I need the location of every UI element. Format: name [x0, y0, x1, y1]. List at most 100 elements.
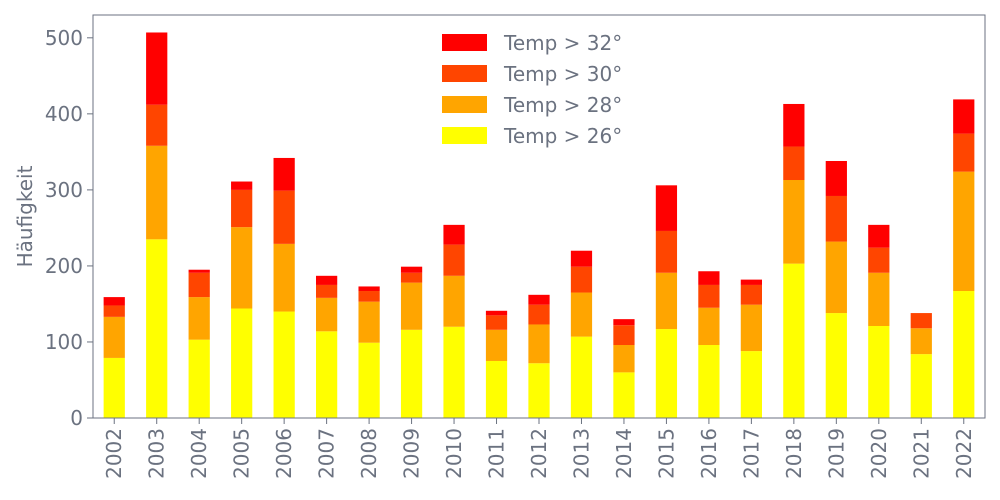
bar-segment-2013-s0: [570, 336, 593, 418]
bar-segment-2014-s2: [613, 325, 635, 346]
bar-segment-2022-s2: [953, 133, 975, 172]
bar-segment-2015-s0: [655, 329, 678, 418]
bar-segment-2010-s1: [443, 275, 465, 327]
bar-segment-2003-s0: [146, 239, 168, 418]
bar-segment-2013-s3: [570, 250, 593, 267]
bar-segment-2007-s3: [316, 275, 338, 285]
x-tick-label: 2002: [102, 428, 126, 479]
bar-segment-2020-s1: [868, 272, 890, 326]
bar-segment-2021-s2: [910, 313, 932, 329]
bar-segment-2010-s3: [443, 224, 465, 245]
legend-label: Temp > 30°: [503, 62, 622, 86]
bar-segment-2002-s2: [103, 305, 125, 317]
bar-segment-2018-s3: [783, 103, 805, 147]
bar-segment-2019-s1: [825, 241, 847, 314]
bar-segment-2009-s1: [400, 282, 423, 330]
bar-segment-2005-s3: [231, 181, 253, 190]
y-tick-label: 500: [45, 26, 83, 50]
bar-segment-2007-s0: [316, 331, 338, 418]
x-tick-label: 2019: [824, 428, 848, 479]
bar-segment-2022-s0: [953, 291, 975, 418]
bar-segment-2012-s1: [528, 324, 550, 364]
bar-segment-2016-s1: [698, 307, 720, 346]
x-tick-label: 2017: [739, 428, 763, 479]
bar-segment-2007-s2: [316, 284, 338, 298]
bar-segment-2009-s3: [400, 266, 423, 273]
bar-segment-2012-s0: [528, 363, 550, 418]
bar-segment-2022-s1: [953, 171, 975, 292]
x-tick-label: 2015: [654, 428, 678, 479]
y-tick-label: 300: [45, 178, 83, 202]
bar-segment-2002-s1: [103, 316, 125, 358]
bar-segment-2006-s1: [273, 243, 295, 312]
bar-segment-2008-s2: [358, 291, 380, 302]
bar-segment-2022-s3: [953, 99, 975, 134]
bar-segment-2017-s2: [740, 284, 762, 305]
bar-segment-2020-s2: [868, 247, 890, 273]
bar-segment-2020-s0: [868, 325, 890, 418]
bar-segment-2016-s2: [698, 284, 720, 308]
y-tick-label: 0: [70, 406, 83, 430]
bar-segment-2003-s3: [146, 32, 168, 105]
x-tick-label: 2016: [697, 428, 721, 479]
bar-segment-2006-s0: [273, 311, 295, 418]
bar-segment-2006-s2: [273, 190, 295, 244]
bar-segment-2002-s3: [103, 297, 125, 306]
bar-segment-2011-s2: [485, 315, 508, 330]
bar-segment-2019-s0: [825, 313, 847, 418]
legend-label: Temp > 28°: [503, 93, 622, 117]
bar-segment-2008-s0: [358, 342, 380, 418]
x-tick-label: 2020: [867, 428, 891, 479]
x-tick-label: 2014: [612, 428, 636, 479]
bar-segment-2017-s3: [740, 279, 762, 285]
x-tick-label: 2008: [357, 428, 381, 479]
bar-segment-2005-s0: [231, 308, 253, 418]
bar-segment-2018-s1: [783, 180, 805, 264]
bar-segment-2011-s1: [485, 329, 508, 361]
bar-segment-2011-s3: [485, 310, 508, 316]
y-axis: 0 100 200 300 400 500: [45, 26, 93, 430]
bar-segment-2008-s1: [358, 301, 380, 343]
x-axis: 2002 2003 2004 2005 2006 2007 2008 2009 2010 2011…: [102, 418, 976, 479]
legend-label: Temp > 32°: [503, 31, 622, 55]
bar-segment-2016-s0: [698, 345, 720, 418]
bar-segment-2011-s0: [485, 360, 508, 418]
bar-segment-2009-s0: [400, 329, 423, 418]
x-tick-label: 2022: [952, 428, 976, 479]
bar-segment-2014-s0: [613, 372, 635, 418]
x-tick-label: 2010: [442, 428, 466, 479]
bar-segment-2019-s3: [825, 160, 847, 196]
bar-segment-2004-s1: [188, 297, 210, 340]
bar-segment-2015-s2: [655, 230, 678, 273]
legend-swatch: [442, 34, 487, 51]
bar-segment-2013-s2: [570, 266, 593, 293]
bar-segment-2019-s2: [825, 195, 847, 242]
legend-swatch: [442, 65, 487, 82]
x-tick-label: 2003: [145, 428, 169, 479]
bar-segment-2008-s3: [358, 286, 380, 292]
x-tick-label: 2006: [272, 428, 296, 479]
x-tick-label: 2021: [909, 428, 933, 479]
bar-segment-2014-s3: [613, 319, 635, 326]
bar-segment-2021-s1: [910, 328, 932, 355]
bar-segment-2004-s3: [188, 269, 210, 273]
bar-segment-2012-s2: [528, 304, 550, 325]
bar-segment-2006-s3: [273, 157, 295, 191]
y-axis-label: Häufigkeit: [13, 165, 37, 267]
x-tick-label: 2004: [187, 428, 211, 479]
bar-segment-2017-s1: [740, 304, 762, 352]
bar-segment-2003-s2: [146, 104, 168, 146]
y-tick-label: 200: [45, 254, 83, 278]
bar-segment-2014-s1: [613, 345, 635, 373]
bar-segment-2010-s2: [443, 244, 465, 276]
bar-segment-2004-s0: [188, 339, 210, 418]
bars-group: [103, 32, 975, 418]
bar-segment-2003-s1: [146, 145, 168, 240]
bar-segment-2018-s2: [783, 146, 805, 181]
bar-segment-2002-s0: [103, 357, 125, 418]
x-tick-label: 2005: [230, 428, 254, 479]
x-tick-label: 2007: [315, 428, 339, 479]
x-tick-label: 2018: [782, 428, 806, 479]
legend-swatch: [442, 96, 487, 113]
